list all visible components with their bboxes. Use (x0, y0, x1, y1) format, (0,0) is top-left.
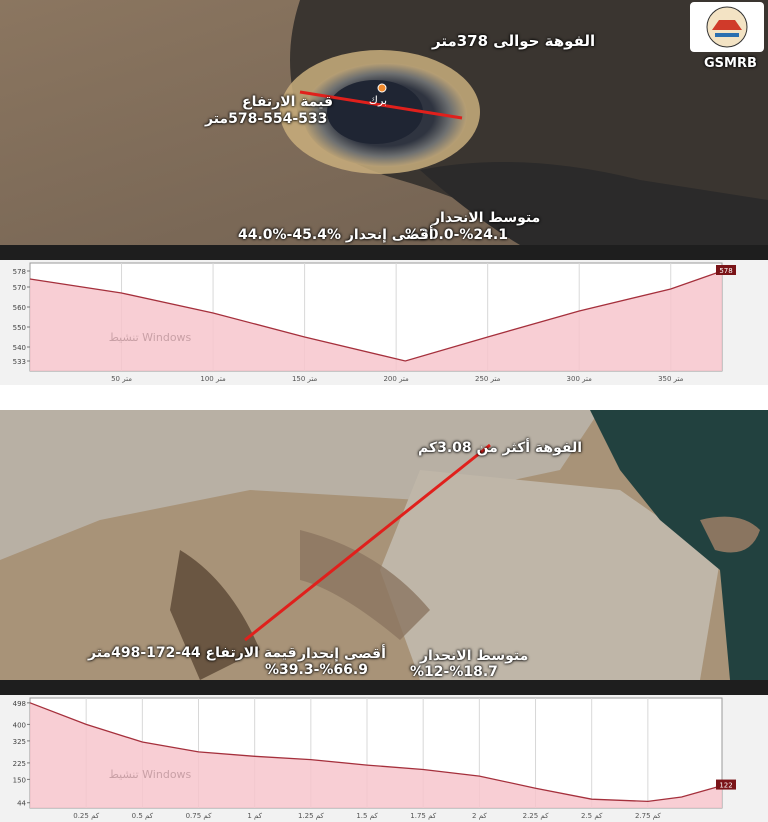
mean-slope-title: متوسط الانحدار (432, 210, 541, 226)
watermark: تنشيط Windows (109, 768, 192, 781)
end-label: 122 (719, 782, 732, 790)
x-tick-label: 0.25 كم (73, 812, 99, 820)
y-tick-label: 44 (17, 800, 26, 808)
bottom-image: الفوهة أكثر من 3.08كم قيمة الارتفاع 44-1… (0, 410, 768, 680)
profile-area (30, 702, 722, 808)
x-tick-label: 100 متر (200, 375, 226, 383)
end-label-bg (716, 265, 736, 275)
x-tick-label: 150 متر (292, 375, 318, 383)
x-tick-label: 300 متر (567, 375, 593, 383)
header-bar (0, 680, 768, 695)
watermark: تنشيط Windows (109, 331, 192, 344)
mean-slope-title: متوسط الانحدار (420, 648, 529, 664)
profile-line (29, 270, 723, 362)
marker-label: برك (369, 94, 387, 107)
y-tick-label: 578 (13, 268, 26, 276)
top-satellite: برك (0, 0, 768, 245)
x-tick-label: 2 كم (472, 812, 487, 820)
y-tick-label: 325 (13, 738, 26, 746)
x-tick-label: 1.25 كم (298, 812, 324, 820)
profile-area (30, 271, 722, 371)
mean-slope-values: %24.1-%20.0 (405, 227, 508, 243)
y-tick-label: 498 (13, 700, 26, 708)
y-tick-label: 540 (13, 344, 26, 352)
bottom-profile: 0.25 كم 0.5 كم 0.75 كم 1 كم 1.25 كم 1.5 كم 1.7… (0, 680, 768, 822)
y-tick-label: 560 (13, 304, 26, 312)
end-label: 578 (719, 267, 732, 275)
y-tick-label: 400 (13, 721, 26, 729)
mean-slope-values: %18.7-%12 (410, 664, 498, 680)
x-tick-label: 200 متر (383, 375, 409, 383)
x-tick-label: 1.5 كم (356, 812, 378, 820)
x-tick-label: 0.75 كم (186, 812, 212, 820)
y-tick-label: 570 (13, 284, 26, 292)
end-label-bg (716, 779, 736, 790)
y-tick-label: 550 (13, 324, 26, 332)
x-tick-label: 0.5 كم (132, 812, 154, 820)
x-tick-label: 1.75 كم (410, 812, 436, 820)
y-tick-label: 225 (13, 760, 26, 768)
max-slope-title: أقصى إنحدار (298, 646, 386, 662)
crater-note: الفوهة أكثر من 3.08كم (418, 440, 583, 456)
x-tick-label: 1 كم (247, 812, 262, 820)
brand: GSMRB (704, 56, 757, 71)
elevation: قيمة الارتفاع 44-172-498متر (88, 645, 297, 661)
crater-note: الفوهة حوالى 378متر (432, 32, 596, 50)
bottom-satellite (0, 410, 768, 680)
max-slope-values: %66.9-%39.3 (265, 662, 368, 678)
y-tick-label: 533 (13, 358, 26, 366)
x-tick-label: 2.5 كم (581, 812, 603, 820)
elevation-title: قيمة الارتفاع (242, 94, 334, 110)
y-tick-label: 150 (13, 776, 26, 784)
max-slope: أقصى إنحدار %45.4-%44.0 (238, 227, 434, 243)
elevation-values: 578-554-533متر (205, 111, 328, 127)
top-profile: 50 متر 100 متر 150 متر 200 متر 250 متر 300 مت… (0, 245, 768, 385)
header-bar (0, 245, 768, 260)
x-tick-label: 350 متر (658, 375, 684, 383)
x-tick-label: 2.75 كم (635, 812, 661, 820)
top-image: برك الفوهة حوالى 378متر GSMRB قيمة الارت… (0, 0, 768, 245)
x-tick-label: 250 متر (475, 375, 501, 383)
profile-line (29, 702, 723, 803)
x-tick-label: 2.25 كم (523, 812, 549, 820)
x-tick-label: 50 متر (111, 375, 132, 383)
